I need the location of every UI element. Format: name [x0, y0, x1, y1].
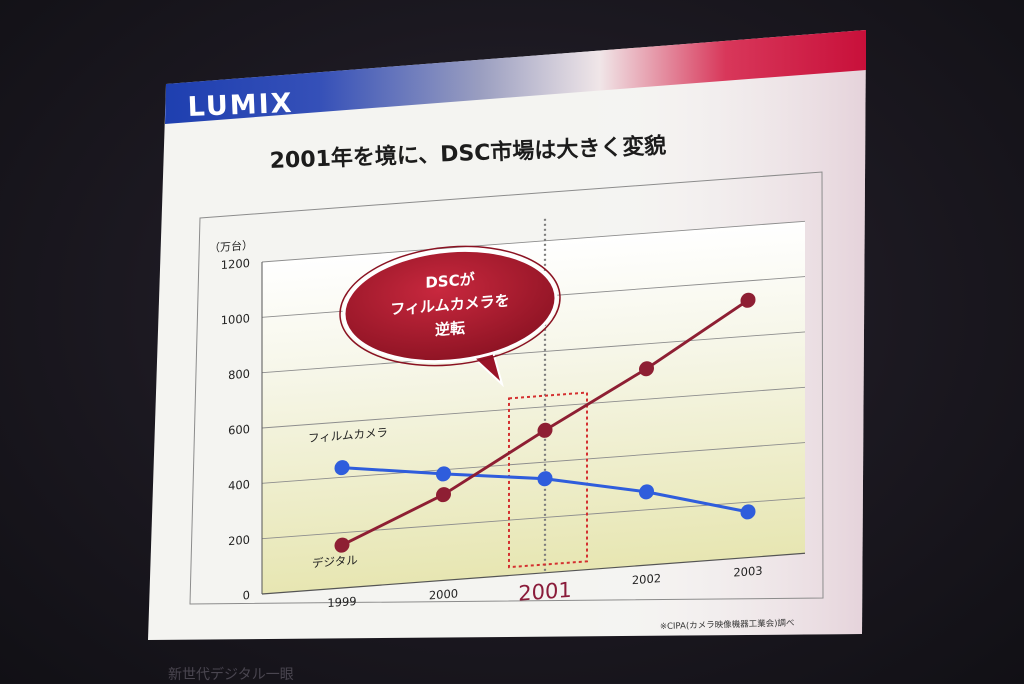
data-point-s1-2001 — [537, 471, 553, 487]
bottom-caption: 新世代デジタル一眼 — [168, 667, 294, 683]
callout-text-line-1: DSCが — [425, 270, 475, 292]
x-tick-label-2002: 2002 — [632, 571, 661, 587]
y-tick-label-1200: 1200 — [221, 256, 250, 272]
y-tick-label-400: 400 — [228, 477, 250, 493]
callout-bubble — [342, 248, 558, 364]
x-tick-label-2003: 2003 — [733, 563, 762, 579]
line-chart: 0 200 400 600 800 1000 1200（万台） 1999 2000 2001 200… — [209, 218, 805, 610]
data-point-s1-1999 — [334, 460, 350, 476]
slide-header-bar — [165, 30, 866, 124]
y-tick-label-0: 0 — [243, 588, 250, 603]
data-point-s2-2000 — [436, 487, 451, 503]
data-point-s2-1999 — [334, 537, 350, 553]
callout-text-line-3: 逆転 — [435, 319, 465, 339]
y-tick-label-1000: 1000 — [221, 311, 250, 327]
data-point-s2-2002 — [639, 361, 654, 377]
highlight-box-2001 — [508, 391, 588, 569]
gridline-y-400 — [262, 442, 805, 484]
data-point-s1-2003 — [740, 504, 756, 520]
x-tick-label-1999: 1999 — [327, 594, 356, 610]
chart-frame — [189, 171, 824, 605]
brand-logo: LUMIX — [187, 88, 294, 123]
data-point-s2-2001 — [537, 422, 553, 438]
series-label-film: フィルムカメラ — [308, 425, 388, 445]
x-tick-label-2000: 2000 — [429, 586, 458, 602]
source-note: ※CIPA(カメラ映像機器工業会)調べ — [660, 617, 795, 632]
y-tick-label-200: 200 — [228, 533, 250, 549]
x-tick-label-2001: 2001 — [518, 577, 571, 606]
y-tick-label-800: 800 — [228, 367, 250, 383]
x-axis-line — [262, 552, 805, 595]
series-label-digital: デジタル — [312, 553, 358, 570]
gridline-y-800 — [262, 331, 805, 374]
gridline-y-1200 — [262, 220, 805, 263]
data-point-s1-2002 — [639, 484, 654, 500]
callout-bubble-outline — [339, 245, 561, 367]
y-axis-unit: （万台） — [209, 238, 253, 255]
gridline-y-600 — [262, 386, 805, 429]
y-tick-label-600: 600 — [228, 422, 250, 438]
data-point-s2-2003 — [740, 292, 756, 308]
data-point-s1-2000 — [436, 466, 451, 482]
